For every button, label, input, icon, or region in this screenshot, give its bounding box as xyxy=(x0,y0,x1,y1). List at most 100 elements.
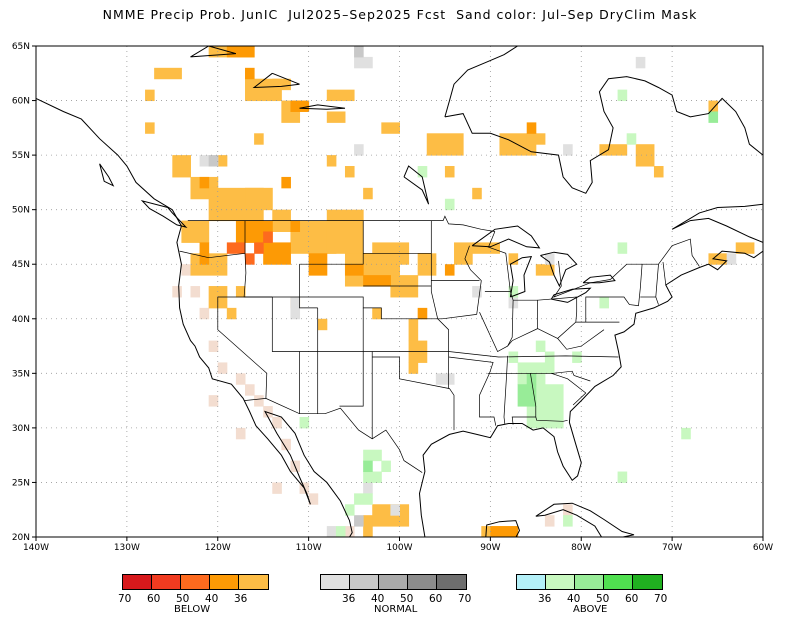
above-36-cell xyxy=(108,46,119,47)
below-50-cell xyxy=(263,231,273,243)
dry-mask-cell xyxy=(254,395,264,407)
normal-36-cell xyxy=(635,56,646,69)
below-40-cell xyxy=(199,242,210,265)
lat-label: 25N xyxy=(12,478,30,488)
state-border xyxy=(399,357,455,431)
lake-outline xyxy=(299,104,346,110)
below-36-cell xyxy=(344,166,355,178)
lon-label: 70W xyxy=(662,543,682,553)
legend-tick: 50 xyxy=(596,593,610,605)
below-36-cell xyxy=(472,242,500,254)
above-36-cell xyxy=(508,286,519,298)
legend-tick: 60 xyxy=(147,593,161,605)
legend-swatch xyxy=(210,575,239,589)
above-36-cell xyxy=(299,416,310,429)
lake-outline xyxy=(190,46,237,58)
above-36-cell xyxy=(535,340,546,353)
legend-above-label: ABOVE xyxy=(573,604,608,615)
below-36-cell xyxy=(381,122,400,134)
lake-outline xyxy=(509,256,533,298)
below-36-cell xyxy=(326,209,364,254)
lon-label: 80W xyxy=(571,543,591,553)
state-border xyxy=(464,245,482,315)
state-border xyxy=(271,297,619,358)
dry-mask-cell xyxy=(272,482,282,494)
legend-tick: 36 xyxy=(538,593,552,605)
above-36-cell xyxy=(354,493,373,505)
dry-mask-cell xyxy=(172,286,182,298)
below-40-cell xyxy=(444,264,455,276)
legend-tick: 40 xyxy=(371,593,385,605)
legend-swatch xyxy=(350,575,379,589)
dry-mask-cell xyxy=(245,384,255,396)
below-36-cell xyxy=(599,144,628,156)
state-border xyxy=(537,321,620,339)
below-36-cell xyxy=(145,89,155,102)
lake-outline xyxy=(550,287,592,303)
coastline xyxy=(99,163,115,187)
below-36-cell xyxy=(708,253,728,265)
below-36-cell xyxy=(317,318,328,331)
lat-label: 50N xyxy=(12,206,30,216)
coastline xyxy=(36,97,353,537)
above-36-cell xyxy=(563,515,573,527)
map-title: NMME Precip Prob. JunIC Jul2025–Sep2025 … xyxy=(102,7,698,22)
below-36-cell xyxy=(217,155,228,167)
state-border xyxy=(537,296,578,323)
state-border xyxy=(217,296,477,320)
below-36-cell xyxy=(272,78,291,91)
below-36-cell xyxy=(708,100,719,112)
state-border xyxy=(339,307,364,407)
below-40-cell xyxy=(526,122,537,134)
state-border xyxy=(551,372,587,406)
normal-40-cell xyxy=(354,515,364,527)
lat-label: 65N xyxy=(12,42,30,52)
legend-below-colorbar xyxy=(122,574,269,590)
dry-mask-cell xyxy=(563,504,573,516)
normal-36-cell xyxy=(390,504,400,516)
state-border xyxy=(299,220,364,265)
lat-label: 35N xyxy=(12,369,30,379)
dry-mask-cell xyxy=(181,264,191,276)
latitude-labels: 65N 60N 55N 50N 45N 40N 35N 30N 25N 20N xyxy=(12,42,36,543)
below-40-cell xyxy=(199,176,210,189)
legend-below-label: BELOW xyxy=(174,604,211,615)
below-36-cell xyxy=(454,242,473,265)
lon-label: 60W xyxy=(753,543,773,553)
below-40-cell xyxy=(490,526,519,537)
legend-tick: 50 xyxy=(400,593,414,605)
below-40-cell xyxy=(290,100,310,112)
normal-36-cell xyxy=(354,144,364,156)
lake-outline xyxy=(252,72,300,89)
legend-normal-colorbar xyxy=(320,574,467,590)
legend-above-colorbar xyxy=(516,574,663,590)
legend-swatch xyxy=(517,575,546,589)
state-border xyxy=(662,261,667,286)
state-border xyxy=(187,215,495,232)
below-50-cell xyxy=(254,242,264,254)
above-36-cell xyxy=(617,242,628,254)
state-border xyxy=(244,398,423,473)
above-36-cell xyxy=(344,504,355,516)
above-36-cell xyxy=(54,46,73,47)
below-40-cell xyxy=(344,264,364,276)
state-border xyxy=(487,370,591,382)
normal-40-cell xyxy=(208,155,219,167)
dry-mask-cell xyxy=(281,438,291,451)
lake-outline xyxy=(471,225,541,249)
state-border xyxy=(299,264,318,309)
coastline xyxy=(418,203,763,537)
dry-mask-cell xyxy=(199,307,210,320)
coastline xyxy=(485,520,521,537)
below-36-cell xyxy=(372,307,382,320)
below-40-cell xyxy=(363,275,391,287)
below-36-cell xyxy=(154,67,182,80)
legend-swatch xyxy=(546,575,575,589)
below-40-cell xyxy=(263,242,291,265)
state-border xyxy=(243,253,273,298)
below-36-cell xyxy=(426,133,464,156)
legend-swatch xyxy=(239,575,268,589)
legend-tick: 60 xyxy=(429,593,443,605)
lon-label: 140W xyxy=(23,543,49,553)
above-40-cell xyxy=(517,384,537,407)
